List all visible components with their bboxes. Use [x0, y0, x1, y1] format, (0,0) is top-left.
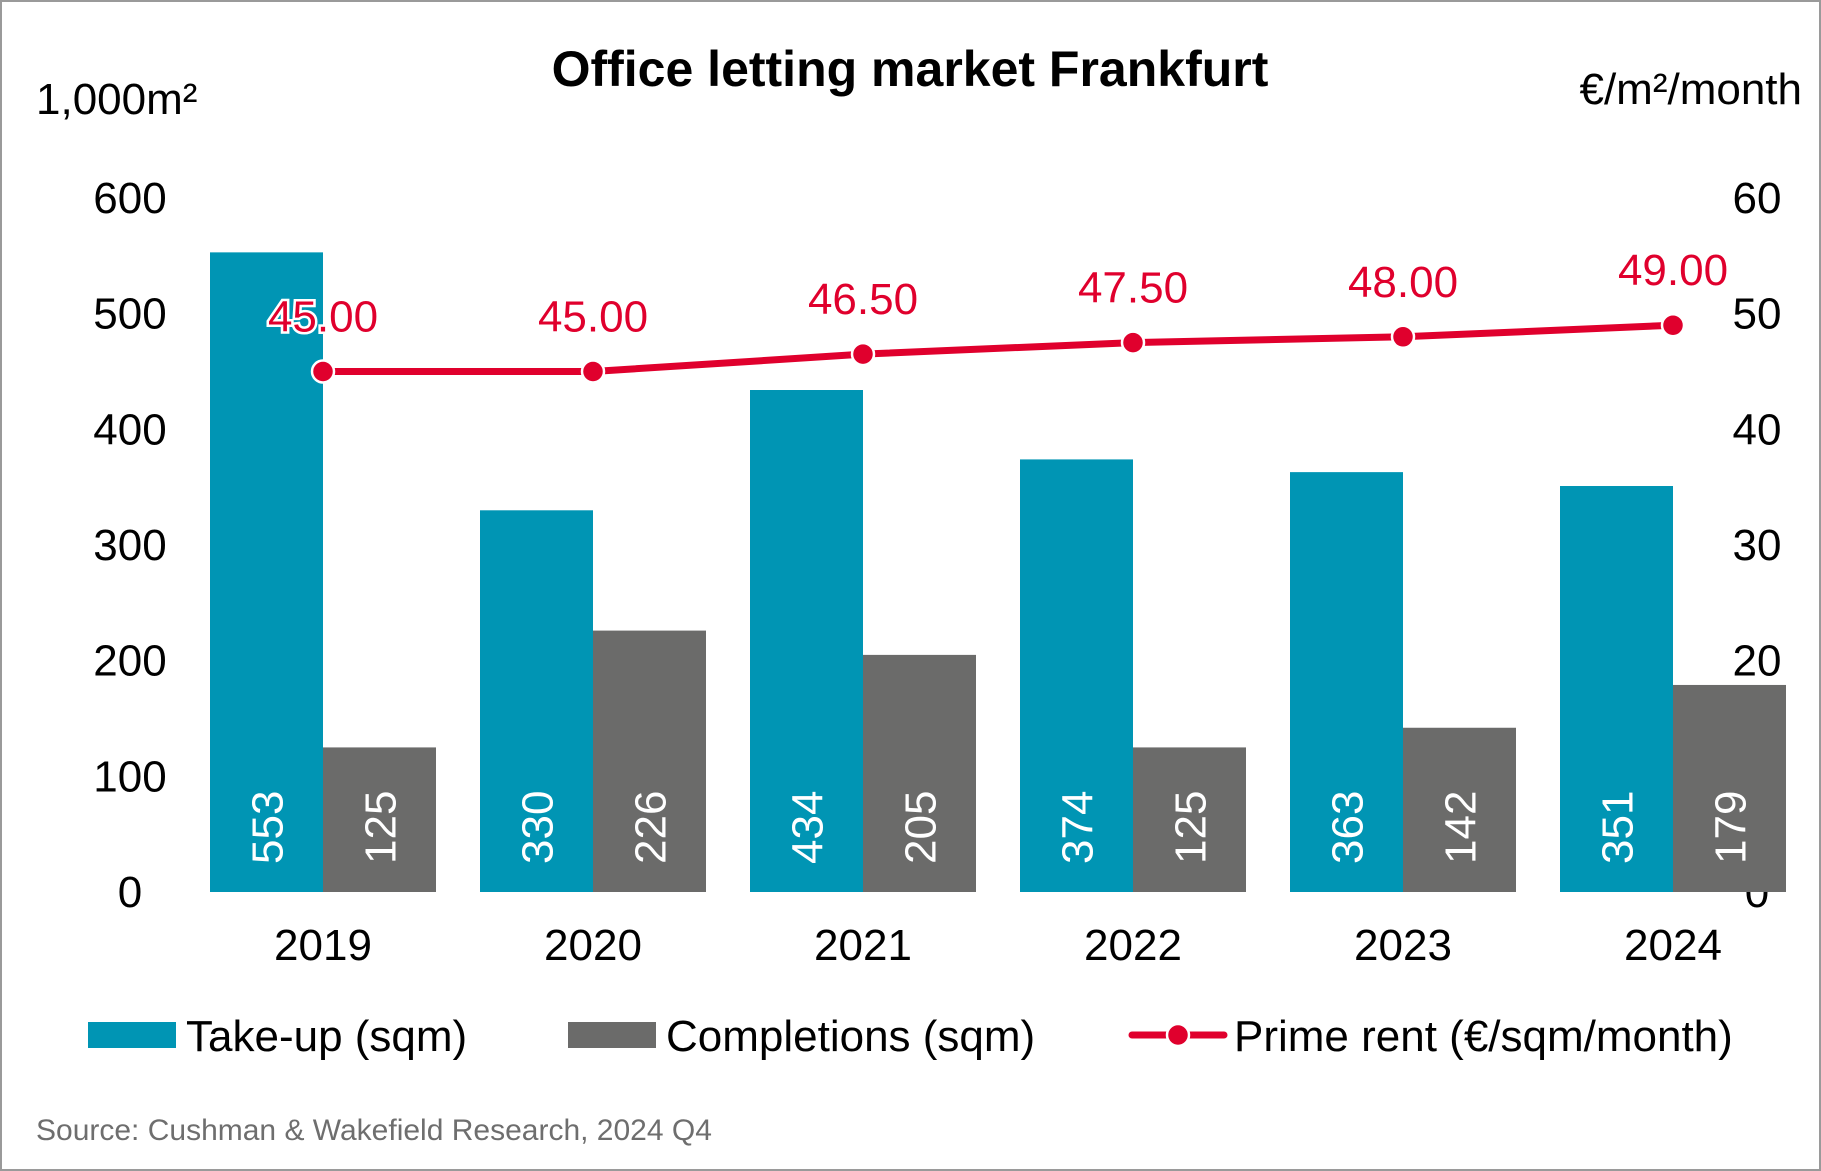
- prime-rent-marker: [1390, 324, 1416, 350]
- completions-bar: [863, 654, 976, 892]
- right-tick-label: 20: [1733, 637, 1782, 686]
- chart-title: Office letting market Frankfurt: [552, 41, 1269, 97]
- prime-rent-series: 45.00 45.00 46.50 47.50 48.00 49.00: [265, 244, 1731, 384]
- completions-value-label: 125: [1167, 791, 1216, 864]
- x-tick-label: 2022: [1084, 921, 1182, 970]
- prime-rent-value-label: 47.50: [1078, 264, 1188, 313]
- prime-rent-value-label: 49.00: [1618, 246, 1728, 295]
- right-axis-unit: €/m²/month: [1579, 65, 1802, 114]
- take-up-bar: [1560, 486, 1673, 892]
- left-tick-label: 600: [93, 174, 166, 223]
- prime-rent-marker: [1660, 312, 1686, 338]
- take-up-bar: [210, 252, 323, 892]
- legend-prime-rent-marker: [1165, 1022, 1191, 1048]
- left-tick-label: 0: [118, 868, 142, 917]
- x-tick-label: 2019: [274, 921, 372, 970]
- x-tick-label: 2021: [814, 921, 912, 970]
- completions-value-label: 179: [1707, 791, 1756, 864]
- x-tick-label: 2024: [1624, 921, 1722, 970]
- right-tick-label: 40: [1733, 405, 1782, 454]
- left-y-axis: 0 100 200 300 400 500 600: [93, 174, 166, 917]
- prime-rent-value-label: 45.00: [268, 293, 378, 342]
- take-up-value-label: 434: [784, 791, 833, 864]
- take-up-value-label: 374: [1054, 791, 1103, 864]
- x-axis: 2019 2020 2021 2022 2023 2024: [274, 921, 1722, 970]
- prime-rent-value-label: 45.00: [538, 293, 648, 342]
- legend: Take-up (sqm) Completions (sqm) Prime rent…: [88, 1012, 1733, 1061]
- prime-rent-marker: [580, 359, 606, 384]
- prime-rent-line: [319, 321, 1677, 375]
- completions-bar: [1403, 727, 1516, 892]
- completions-bar: [1673, 684, 1786, 892]
- legend-take-up-label: Take-up (sqm): [186, 1012, 467, 1061]
- left-tick-label: 400: [93, 405, 166, 454]
- x-tick-label: 2020: [544, 921, 642, 970]
- prime-rent-value-label: 48.00: [1348, 258, 1458, 307]
- prime-rent-marker: [850, 341, 876, 367]
- source-note: Source: Cushman & Wakefield Research, 20…: [36, 1114, 712, 1147]
- legend-completions-label: Completions (sqm): [666, 1012, 1035, 1061]
- left-tick-label: 300: [93, 521, 166, 570]
- left-tick-label: 100: [93, 752, 166, 801]
- take-up-value-label: 363: [1324, 791, 1373, 864]
- left-tick-label: 500: [93, 290, 166, 339]
- take-up-value-label: 351: [1594, 791, 1643, 864]
- take-up-bar: [1020, 459, 1133, 892]
- completions-bar: [593, 630, 706, 892]
- prime-rent-marker: [1120, 330, 1146, 355]
- right-tick-label: 30: [1733, 521, 1782, 570]
- prime-rent-value-label: 46.50: [808, 275, 918, 324]
- take-up-bar: [750, 390, 863, 892]
- right-tick-label: 60: [1733, 174, 1782, 223]
- legend-completions-swatch: [568, 1022, 656, 1048]
- take-up-bar: [1290, 472, 1403, 892]
- left-axis-unit: 1,000m²: [36, 75, 197, 124]
- completions-bar: [323, 747, 436, 892]
- x-tick-label: 2023: [1354, 921, 1452, 970]
- legend-take-up-swatch: [88, 1022, 176, 1048]
- legend-prime-rent-label: Prime rent (€/sqm/month): [1234, 1012, 1733, 1061]
- completions-bar: [1133, 747, 1246, 892]
- prime-rent-marker: [310, 359, 336, 384]
- bar-series: [210, 252, 1786, 892]
- completions-value-label: 205: [897, 791, 946, 864]
- take-up-value-label: 330: [514, 791, 563, 864]
- take-up-value-label: 553: [244, 791, 293, 864]
- completions-value-label: 125: [357, 791, 406, 864]
- completions-value-label: 142: [1437, 791, 1486, 864]
- completions-value-label: 226: [627, 791, 676, 864]
- right-tick-label: 50: [1733, 290, 1782, 339]
- take-up-bar: [480, 510, 593, 892]
- bar-data-labels: 553 125 330 226 434 205 374 125 363 142 351 179: [244, 791, 1756, 864]
- left-tick-label: 200: [93, 637, 166, 686]
